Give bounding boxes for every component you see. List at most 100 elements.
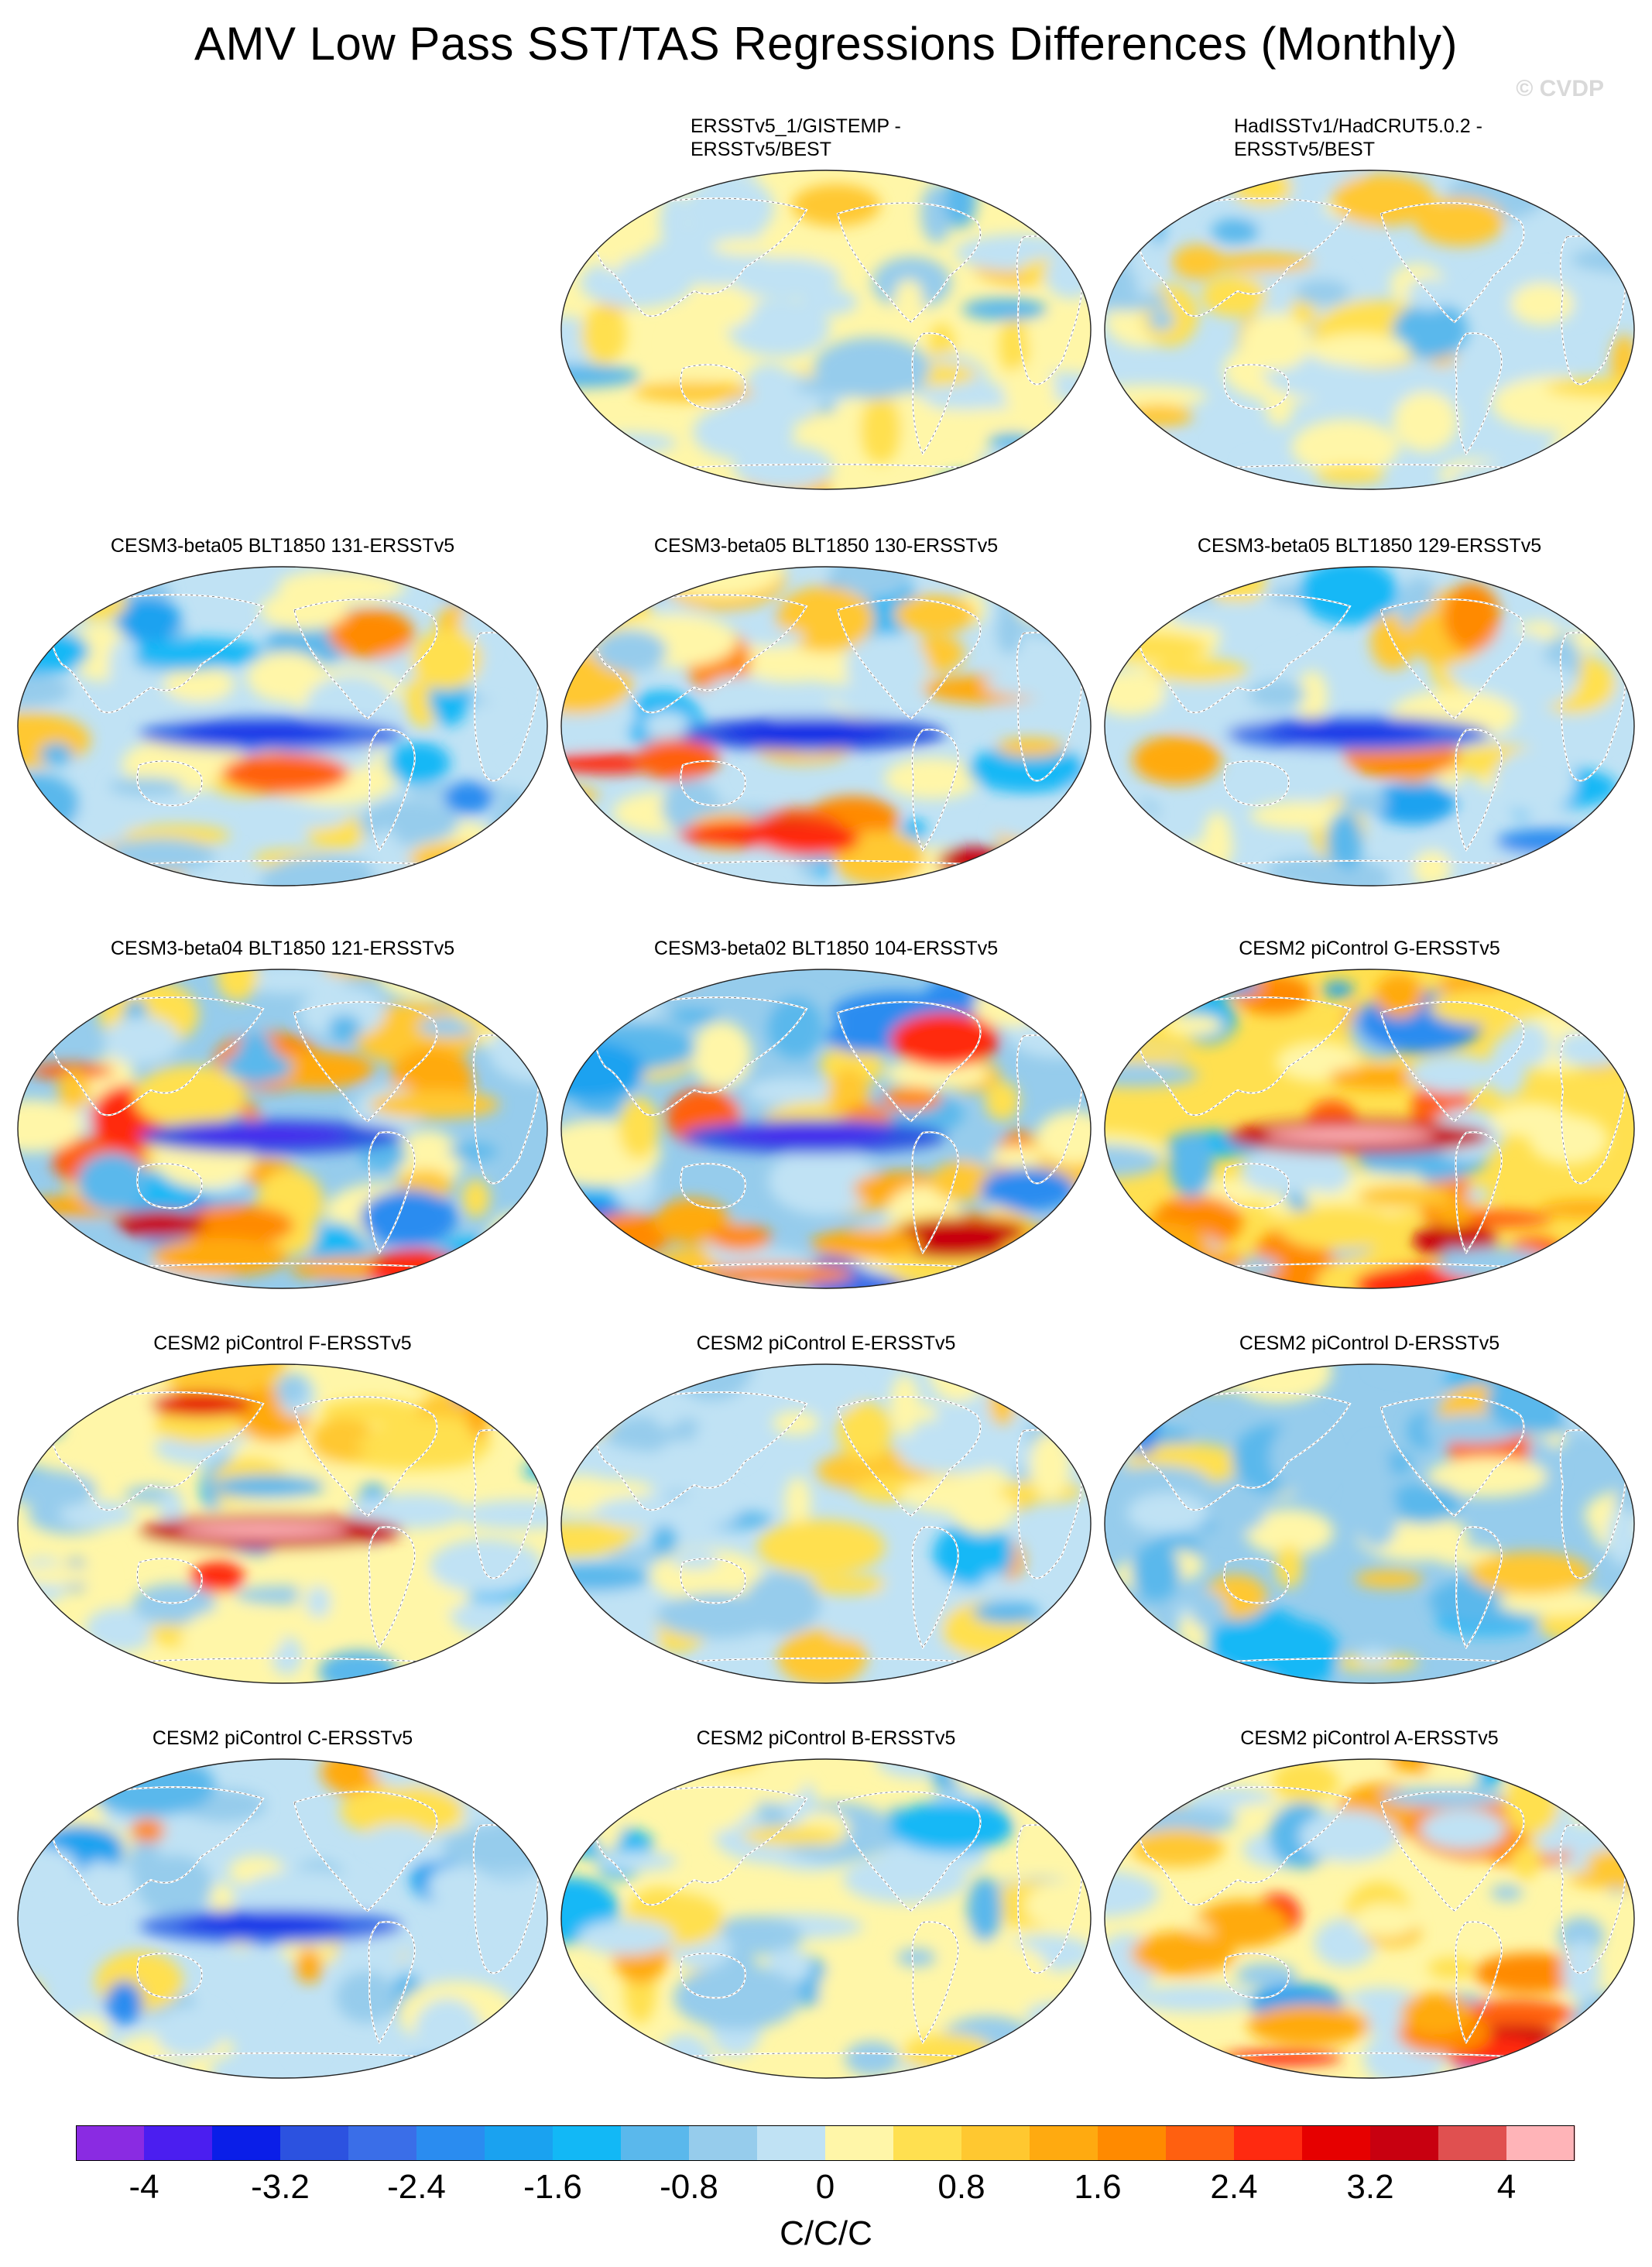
anomaly-blob xyxy=(1136,839,1174,886)
coastline-shadow xyxy=(137,760,203,806)
southern-anomaly xyxy=(151,1237,289,1277)
southern-anomaly xyxy=(678,821,820,847)
coastline xyxy=(911,729,959,852)
panel-title: CESM3-beta04 BLT1850 121-ERSSTv5 xyxy=(110,938,455,959)
anomaly-blob xyxy=(463,651,547,705)
coastline xyxy=(368,1131,416,1255)
anomaly-blob xyxy=(818,1958,892,2025)
panel-title: CESM2 piControl C-ERSSTv5 xyxy=(152,1727,413,1749)
anomaly-blob xyxy=(1148,308,1175,331)
anomaly-blob xyxy=(1002,365,1056,415)
anomaly-blob xyxy=(894,279,924,320)
coastline-shadow xyxy=(1560,1034,1626,1184)
anomaly-blob xyxy=(1548,425,1614,489)
coastline-shadow xyxy=(473,632,540,781)
anomaly-blob xyxy=(488,1623,547,1683)
anomaly-blob xyxy=(1510,283,1574,325)
colorbar-cell xyxy=(1506,2125,1575,2161)
anomaly-blob xyxy=(845,633,929,702)
anomaly-blob xyxy=(1558,1916,1605,1956)
anomaly-blob xyxy=(1375,973,1424,1018)
anomaly-blob xyxy=(82,1861,116,1893)
colorbar-cell xyxy=(1098,2125,1167,2161)
anomaly-blob xyxy=(889,1374,920,1437)
anomaly-blob xyxy=(1149,658,1248,683)
anomaly-blob xyxy=(626,1614,659,1654)
anomaly-blob xyxy=(1060,567,1091,625)
anomaly-blob xyxy=(1551,170,1634,212)
panel-title: CESM2 piControl D-ERSSTv5 xyxy=(1239,1332,1500,1354)
coastline-shadow xyxy=(51,1391,264,1511)
colorbar-cell xyxy=(485,2125,554,2161)
colorbar-cell xyxy=(1030,2125,1098,2161)
coastline-shadow xyxy=(1560,235,1626,385)
anomaly-blob xyxy=(18,1648,41,1683)
anomaly-blob xyxy=(1279,1205,1399,1250)
colorbar-tick-label: 4 xyxy=(1496,2168,1517,2206)
coastline-shadow xyxy=(680,1163,746,1209)
anomaly-blob xyxy=(403,1364,512,1391)
anomaly-blob xyxy=(1105,444,1148,479)
anomaly-blob xyxy=(72,567,125,598)
southern-anomaly xyxy=(1247,2005,1370,2046)
anomaly-blob xyxy=(260,854,389,886)
anomaly-blob xyxy=(1022,2054,1091,2078)
colorbar-tick-label: -2.4 xyxy=(387,2168,446,2206)
anomaly-blob xyxy=(94,1420,145,1446)
anomaly-blob xyxy=(643,846,684,863)
southern-anomaly xyxy=(115,1209,205,1238)
anomaly-blob xyxy=(136,1855,212,1917)
equatorial-core xyxy=(1265,725,1435,740)
panel-title: CESM3-beta05 BLT1850 130-ERSSTv5 xyxy=(653,535,999,557)
anomaly-blob xyxy=(561,652,632,715)
anomaly-blob xyxy=(327,609,414,659)
anomaly-blob xyxy=(398,2056,506,2078)
anomaly-blob xyxy=(1169,1130,1214,1198)
anomaly-blob xyxy=(1015,581,1055,622)
anomaly-blob xyxy=(1171,244,1224,280)
anomaly-blob xyxy=(339,1784,464,1838)
anomaly-blob xyxy=(1328,1065,1431,1090)
coastline-shadow xyxy=(1224,1163,1290,1209)
anomaly-blob xyxy=(619,1097,660,1159)
anomaly-blob xyxy=(1105,170,1162,204)
anomaly-blob xyxy=(1357,1184,1452,1208)
anomaly-blob xyxy=(1299,567,1398,626)
anomaly-blob xyxy=(1105,598,1135,660)
anomaly-blob xyxy=(1007,1648,1091,1683)
anomaly-blob xyxy=(1322,982,1354,998)
world-map xyxy=(560,969,1092,1289)
map-panel: CESM2 piControl C-ERSSTv5 xyxy=(15,1727,550,2114)
map-border xyxy=(1104,1363,1635,1684)
anomaly-blob xyxy=(300,986,386,1038)
anomaly-blob xyxy=(1495,870,1567,886)
anomaly-blob xyxy=(1540,1201,1630,1218)
coastline-shadow xyxy=(1224,364,1290,410)
anomaly-blob xyxy=(328,1014,362,1042)
anomaly-blob xyxy=(1107,1465,1210,1499)
colorbar-cell xyxy=(689,2125,758,2161)
anomaly-blob xyxy=(360,1189,458,1247)
anomaly-blob xyxy=(1036,1111,1091,1164)
anomaly-blob xyxy=(133,637,264,668)
anomaly-blob xyxy=(1474,1953,1589,1994)
anomaly-blob xyxy=(978,441,1091,486)
anomaly-blob xyxy=(1527,1257,1565,1288)
map-panel: CESM3-beta05 BLT1850 130-ERSSTv5 xyxy=(559,534,1093,921)
map-panel: CESM2 piControl E-ERSSTv5 xyxy=(559,1332,1093,1719)
anomaly-blob xyxy=(1469,1552,1592,1595)
anomaly-blob xyxy=(652,1524,677,1558)
coastline xyxy=(1455,332,1503,456)
anomaly-blob xyxy=(996,607,1023,655)
coastline-shadow xyxy=(1016,1429,1083,1579)
anomaly-blob xyxy=(1130,1931,1236,1977)
anomaly-blob xyxy=(1490,1885,1523,1901)
anomaly-blob xyxy=(1105,1870,1159,1918)
anomaly-blob xyxy=(633,382,756,403)
anomaly-blob xyxy=(1381,1786,1508,1808)
map-border xyxy=(17,566,548,887)
coastline-shadow xyxy=(1138,1786,1351,1905)
coastline-shadow xyxy=(293,1396,437,1517)
anomaly-blob xyxy=(454,1382,502,1405)
coastline xyxy=(368,1921,416,2045)
